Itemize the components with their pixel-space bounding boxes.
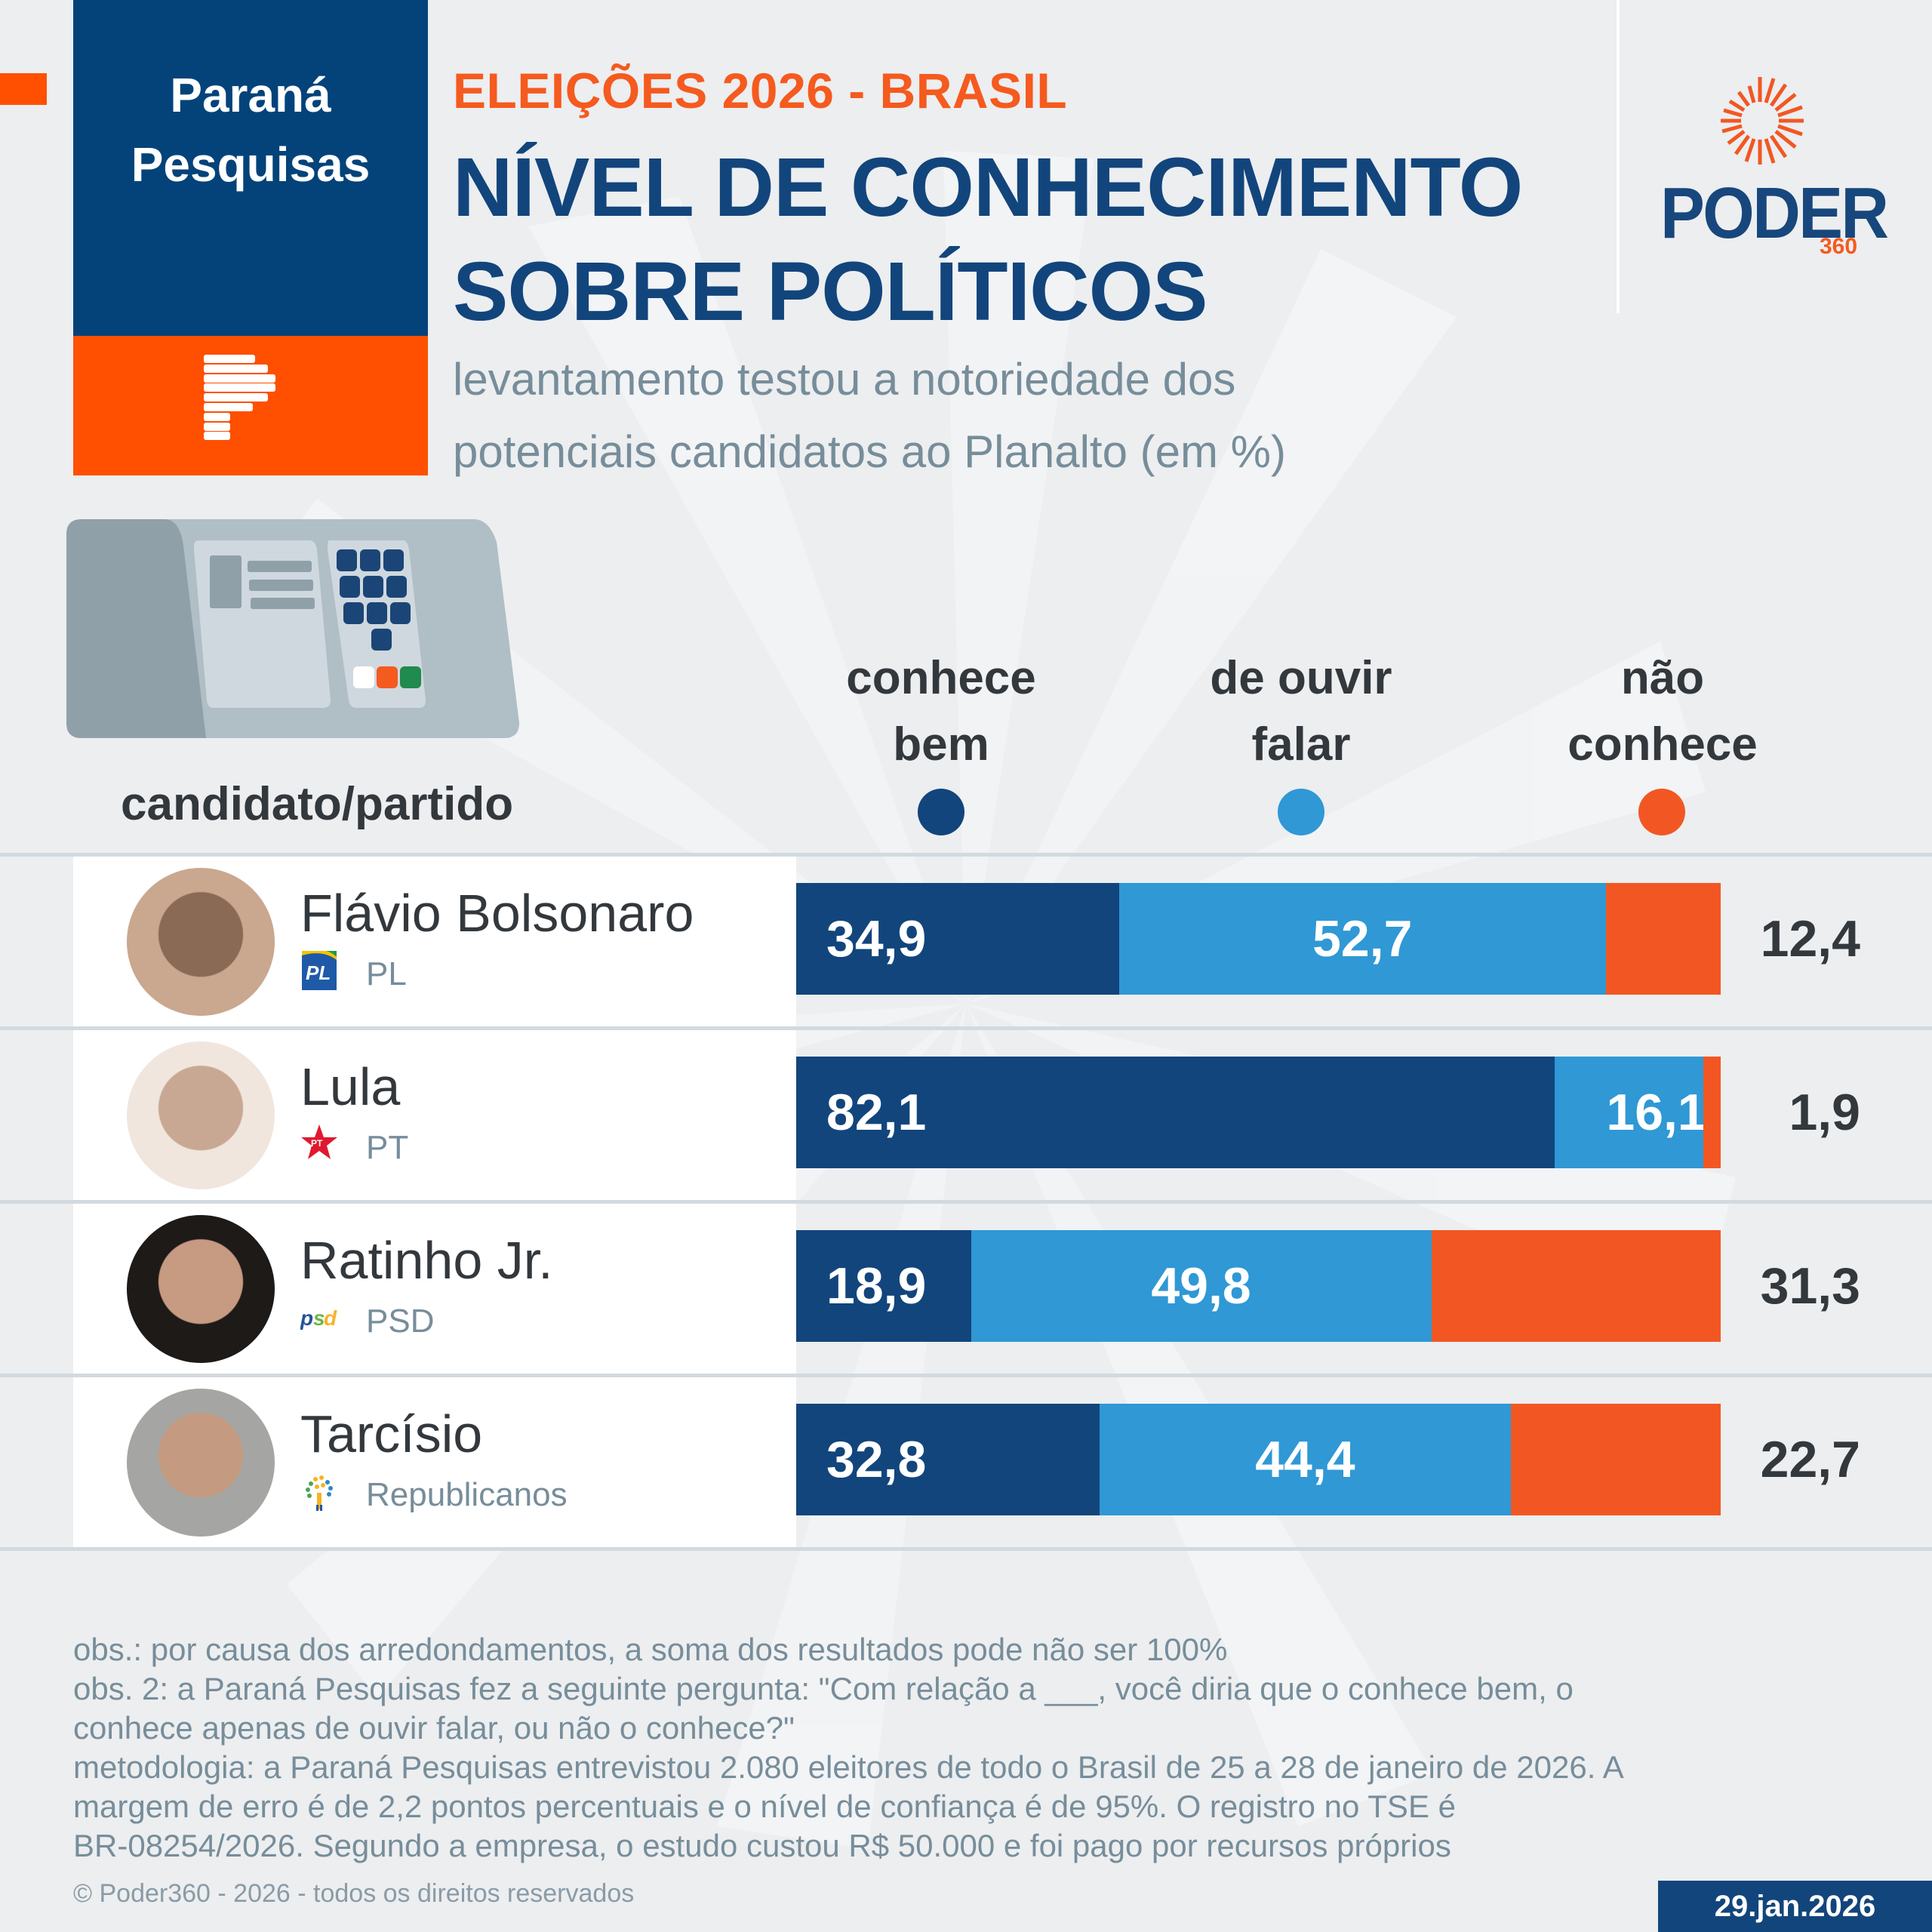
candidate-name: Ratinho Jr. [300,1231,553,1290]
legend-dot-conhece-bem [918,789,964,835]
svg-text:s: s [313,1306,325,1330]
bar-value-label: 18,9 [826,1257,927,1315]
title-line2: SOBRE POLÍTICOS [453,245,1208,338]
row-separator [0,1374,1932,1377]
bar-value-label: 82,1 [826,1084,927,1141]
bar-segment-de-ouvir-falar [1118,883,1607,995]
bar-segment-de-ouvir-falar [1100,1404,1511,1515]
bar-segment-de-ouvir-falar [971,1230,1432,1342]
candidate-name: Tarcísio [300,1404,483,1463]
header-divider [1617,0,1620,313]
poder360-number: 360 [1820,234,1858,259]
bar-value-label-outside: 31,3 [1760,1257,1860,1315]
legend-dot-de-ouvir-falar [1278,789,1324,835]
bar-value-label-outside: 1,9 [1789,1084,1860,1141]
note-methodology-line3: BR-08254/2026. Segundo a empresa, o estu… [73,1828,1451,1863]
legend-nao-conhece-line1: não [1620,652,1705,704]
pl-logo-icon: PL [300,949,338,995]
poder360-wordmark: PODER [1660,173,1889,254]
bar-value-label: 44,4 [1255,1431,1355,1488]
bar-value-label-outside: 12,4 [1760,910,1860,968]
parana-pesquisas-p-icon [204,355,302,460]
bar-segment-nao-conhece [1431,1230,1721,1342]
bar-value-label: 16,1 [1606,1084,1706,1141]
candidate-avatar [127,1389,275,1537]
legend-conhece-bem-line1: conhece [846,652,1036,704]
svg-text:p: p [300,1306,313,1330]
candidate-avatar [127,868,275,1016]
legend-conhece-bem-line2: bem [893,718,989,771]
poder360-sun-icon [1721,77,1804,165]
bar-segment-nao-conhece [1606,883,1721,995]
subtitle-line1: levantamento testou a notoriedade dos [453,354,1236,405]
bar-segment-de-ouvir-falar [1554,1057,1703,1168]
legend-nao-conhece: não conhece [1512,645,1814,778]
bar-segment-nao-conhece [1510,1404,1721,1515]
subtitle: levantamento testou a notoriedade dos po… [453,343,1286,488]
bar-value-label: 49,8 [1151,1257,1251,1315]
note-question-line2: conhece apenas de ouvir falar, ou não o … [73,1710,795,1746]
footnotes: obs.: por causa dos arredondamentos, a s… [73,1630,1884,1866]
candidate-avatar [127,1215,275,1363]
legend-dot-nao-conhece [1638,789,1685,835]
party-name: PSD [366,1303,435,1340]
candidate-column-header: candidato/partido [121,778,514,830]
pt-star-icon: PT [300,1123,338,1169]
title-line1: NÍVEL DE CONHECIMENTO [453,141,1523,234]
pollster-name: Paraná Pesquisas [73,60,428,199]
bar-value-label: 32,8 [826,1431,927,1488]
republicanos-tree-icon [300,1470,338,1516]
row-separator [0,853,1932,857]
row-separator [0,1026,1932,1030]
party-name: PL [366,955,407,992]
bar-value-label: 34,9 [826,910,927,968]
svg-text:PT: PT [311,1138,323,1149]
bar-segment-nao-conhece [1703,1057,1721,1168]
kicker: ELEIÇÕES 2026 - BRASIL [453,63,1068,118]
row-separator [0,1200,1932,1204]
legend-de-ouvir-falar: de ouvir falar [1150,645,1452,778]
copyright: © Poder360 - 2026 - todos os direitos re… [73,1879,635,1908]
bar-value-label-outside: 22,7 [1760,1431,1860,1488]
candidate-name: Flávio Bolsonaro [300,884,694,943]
svg-text:d: d [324,1306,337,1330]
candidate-avatar [127,1041,275,1189]
party-name: Republicanos [366,1476,568,1513]
voting-machine-icon [66,519,519,738]
bar-value-label: 52,7 [1312,910,1413,968]
pollster-name-line1: Paraná [170,68,331,122]
bar-segment-conhece-bem [796,1230,971,1342]
legend-conhece-bem: conhece bem [790,645,1092,778]
note-rounding: obs.: por causa dos arredondamentos, a s… [73,1632,1228,1667]
party-name: PT [366,1129,409,1166]
row-separator [0,1547,1932,1551]
note-methodology-line1: metodologia: a Paraná Pesquisas entrevis… [73,1749,1624,1785]
date-badge: 29.jan.2026 [1658,1881,1932,1932]
svg-text:PL: PL [306,961,331,984]
subtitle-line2: potenciais candidatos ao Planalto (em %) [453,426,1286,477]
note-methodology-line2: margem de erro é de 2,2 pontos percentua… [73,1789,1456,1824]
orange-accent-tick [0,73,47,105]
bar-segment-conhece-bem [796,1057,1555,1168]
pollster-name-line2: Pesquisas [131,137,371,192]
pollster-logo-box [73,0,428,336]
bar-segment-conhece-bem [796,1404,1100,1515]
page-title: NÍVEL DE CONHECIMENTO SOBRE POLÍTICOS [453,136,1523,344]
candidate-name: Lula [300,1057,401,1116]
legend-de-ouvir-falar-line2: falar [1251,718,1351,771]
legend-nao-conhece-line2: conhece [1567,718,1758,771]
legend-de-ouvir-falar-line1: de ouvir [1210,652,1392,704]
note-question-line1: obs. 2: a Paraná Pesquisas fez a seguint… [73,1671,1574,1706]
bar-segment-conhece-bem [796,883,1119,995]
